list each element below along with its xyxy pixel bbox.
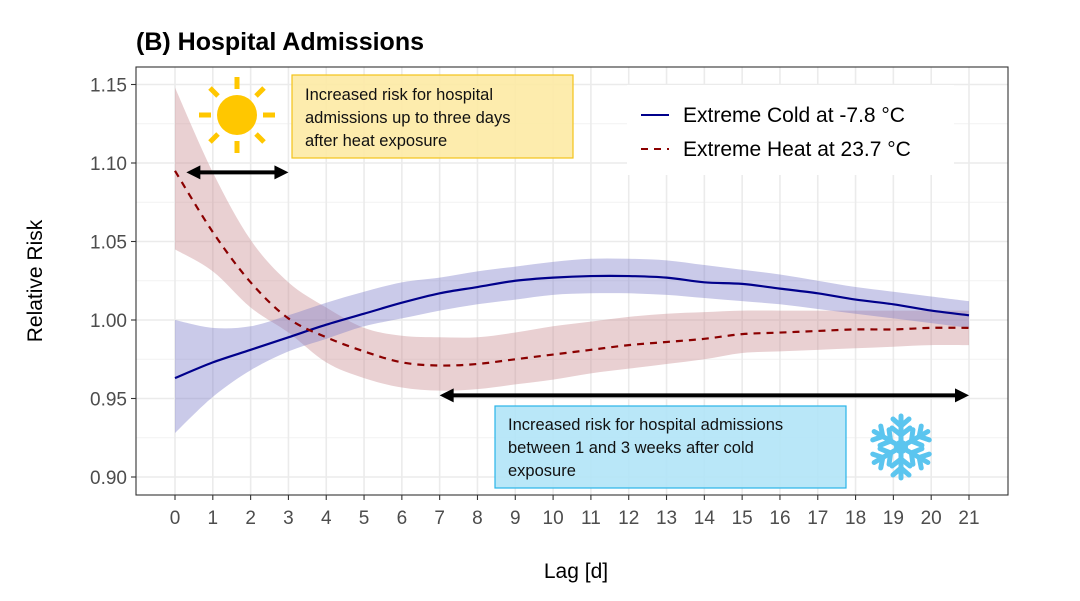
cold-annotation: Increased risk for hospital admissions b… (494, 405, 932, 489)
y-tick-label: 1.15 (90, 76, 127, 97)
x-tick-label: 5 (359, 508, 370, 529)
heat-note-box (291, 74, 574, 159)
x-tick-label: 13 (656, 508, 677, 529)
x-tick-label: 21 (958, 508, 979, 529)
y-axis: 0.90 0.95 1.00 1.05 1.10 1.15 (90, 76, 136, 489)
x-tick-label: 6 (397, 508, 408, 529)
x-tick-label: 2 (245, 508, 256, 529)
x-tick-label: 3 (283, 508, 294, 529)
series-line-heat (174, 170, 970, 367)
x-tick-label: 9 (510, 508, 521, 529)
cold-note-box (494, 405, 847, 489)
heat-arrow-head-right (274, 165, 289, 180)
x-tick-label: 16 (769, 508, 790, 529)
panel-border (135, 66, 1009, 496)
y-tick-label: 0.90 (90, 468, 127, 489)
snowflake-icon (870, 413, 932, 481)
legend-label-heat: Extreme Heat at 23.7 °C (683, 138, 911, 161)
cold-note-line-3: exposure (508, 462, 576, 480)
x-tick-label: 15 (732, 508, 753, 529)
heat-note-line-3: after heat exposure (305, 132, 447, 150)
x-tick-label: 8 (472, 508, 483, 529)
sun-icon (199, 77, 275, 153)
x-tick-label: 11 (581, 508, 601, 529)
cold-note-line-1: Increased risk for hospital admissions (508, 416, 783, 434)
x-tick-label: 19 (883, 508, 904, 529)
legend-box (627, 85, 954, 175)
y-tick-label: 0.95 (90, 390, 127, 411)
x-tick-label: 0 (170, 508, 181, 529)
y-tick-label: 1.05 (90, 233, 127, 254)
cold-range-arrow (439, 388, 969, 403)
cold-arrow-head-right (955, 388, 969, 403)
x-tick-label: 7 (434, 508, 445, 529)
y-axis-title: Relative Risk (24, 219, 47, 342)
grid-major (136, 67, 1008, 495)
heat-arrow-head-left (186, 165, 201, 180)
heat-note-line-1: Increased risk for hospital (305, 86, 493, 104)
confidence-bands (175, 87, 969, 434)
series-lines (174, 170, 970, 380)
chart-title: (B) Hospital Admissions (136, 28, 424, 56)
heat-range-arrow (186, 165, 289, 180)
x-tick-label: 17 (807, 508, 828, 529)
series-line-cold (174, 274, 970, 380)
y-tick-label: 1.00 (90, 311, 127, 332)
cold-note-line-2: between 1 and 3 weeks after cold (508, 439, 754, 457)
x-tick-label: 4 (321, 508, 332, 529)
heat-note-line-2: admissions up to three days (305, 109, 510, 127)
cold-arrow-head-left (439, 388, 454, 403)
ci-band-cold (175, 258, 969, 434)
x-tick-label: 18 (845, 508, 866, 529)
x-axis: 0 1 2 3 4 5 6 7 8 9 10 11 12 13 14 15 16 17 18 19 20 21 (170, 495, 980, 529)
legend: Extreme Cold at -7.8 °C Extreme Heat at … (627, 85, 954, 175)
x-tick-label: 12 (618, 508, 639, 529)
x-tick-label: 20 (921, 508, 942, 529)
heat-annotation: Increased risk for hospital admissions u… (199, 74, 574, 159)
x-tick-label: 1 (208, 508, 219, 529)
ci-band-heat (175, 87, 969, 391)
x-axis-title: Lag [d] (544, 560, 608, 583)
y-tick-label: 1.10 (90, 154, 127, 175)
legend-label-cold: Extreme Cold at -7.8 °C (683, 104, 905, 127)
x-tick-label: 14 (694, 508, 716, 529)
x-tick-label: 10 (543, 508, 564, 529)
